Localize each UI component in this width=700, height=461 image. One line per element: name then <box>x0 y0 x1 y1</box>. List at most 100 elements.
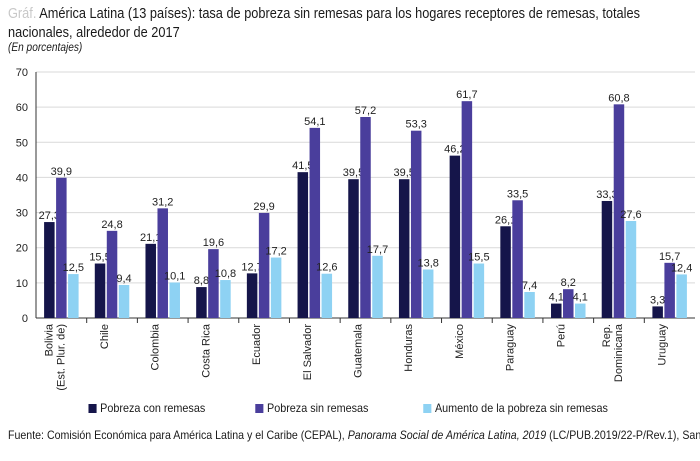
bar-pobreza-con-remesas <box>44 222 55 318</box>
data-label: 27,6 <box>620 209 641 221</box>
data-label: 10,1 <box>164 271 185 283</box>
bar-pobreza-con-remesas <box>196 287 207 318</box>
data-label: 39,5 <box>393 167 414 179</box>
bar-pobreza-con-remesas <box>246 273 258 318</box>
bar-pobreza-sin-remesas <box>106 230 118 318</box>
bar-aumento-de-la-pobreza-sin-remesas <box>524 291 535 318</box>
bar-pobreza-con-remesas <box>500 226 511 318</box>
x-tick-label: Bolivia(Est. Plur. de) <box>43 323 67 391</box>
chart-number: Gráf. <box>8 6 37 22</box>
source-prefix: Fuente: Comisión Económica para América … <box>8 428 348 442</box>
x-tick-label-line: Costa Rica <box>200 323 212 378</box>
x-tick-label-line: Uruguay <box>657 324 669 366</box>
data-label: 8,2 <box>561 277 576 289</box>
chart-subtitle: (En porcentajes) <box>8 42 83 54</box>
data-label: 57,2 <box>355 105 376 117</box>
y-tick-label: 70 <box>16 67 28 79</box>
data-label: 27,3 <box>39 210 60 222</box>
x-tick-label: Colombia <box>150 323 162 370</box>
bar-aumento-de-la-pobreza-sin-remesas <box>68 274 79 318</box>
legend-item: Aumento de la pobreza sin remesas <box>423 401 608 415</box>
chart-title: Gráf. América Latina (13 países): tasa d… <box>8 5 694 43</box>
legend-swatch <box>255 403 264 413</box>
bar-pobreza-sin-remesas <box>664 262 675 318</box>
x-tick-label: Ecuador <box>251 324 263 365</box>
x-tick-label-line: Ecuador <box>251 324 263 365</box>
bar-pobreza-sin-remesas <box>360 116 371 319</box>
x-tick-label: Perú <box>555 324 567 347</box>
data-label: 12,7 <box>241 261 262 273</box>
bar-pobreza-sin-remesas <box>613 104 625 319</box>
data-label: 46,2 <box>444 144 465 156</box>
bar-pobreza-sin-remesas <box>410 130 422 318</box>
x-tick-label-line: El Salvador <box>302 324 314 381</box>
data-label: 15,5 <box>89 252 110 264</box>
bar-aumento-de-la-pobreza-sin-remesas <box>575 303 586 318</box>
bar-aumento-de-la-pobreza-sin-remesas <box>220 280 231 318</box>
bar-aumento-de-la-pobreza-sin-remesas <box>372 255 383 318</box>
bar-aumento-de-la-pobreza-sin-remesas <box>118 284 130 318</box>
data-label: 33,3 <box>596 189 617 201</box>
data-label: 7,4 <box>522 280 537 292</box>
x-tick-label-line: Rep. <box>601 324 613 347</box>
y-tick-label: 40 <box>16 172 28 184</box>
data-label: 21,1 <box>140 232 161 244</box>
bar-pobreza-sin-remesas <box>208 249 219 318</box>
legend-swatch <box>423 403 432 413</box>
x-tick-label-line: Chile <box>99 324 111 349</box>
y-tick-label: 50 <box>16 137 28 149</box>
data-label: 17,7 <box>367 244 388 256</box>
data-label: 13,8 <box>417 258 438 270</box>
data-label: 24,8 <box>101 219 122 231</box>
legend-label: Pobreza sin remesas <box>267 401 369 415</box>
x-tick-label-line: Bolivia <box>43 323 55 356</box>
data-label: 29,9 <box>253 201 274 213</box>
y-tick-label: 0 <box>22 313 28 325</box>
x-tick-label: Rep.Dominicana <box>601 323 625 382</box>
legend-label: Pobreza con remesas <box>99 401 205 415</box>
y-tick-label: 30 <box>16 208 28 220</box>
x-tick-label: México <box>454 324 466 359</box>
data-label: 12,5 <box>63 262 84 274</box>
source-title: Panorama Social de América Latina, 2019 <box>347 428 547 442</box>
x-tick-label-line: Colombia <box>150 323 162 370</box>
bar-pobreza-con-remesas <box>94 263 106 318</box>
bar-pobreza-sin-remesas <box>309 127 321 319</box>
legend-item: Pobreza con remesas <box>88 401 205 415</box>
data-label: 17,2 <box>265 246 286 258</box>
source-note: Fuente: Comisión Económica para América … <box>8 428 700 442</box>
x-tick-label-line: México <box>454 324 466 359</box>
data-label: 31,2 <box>152 196 173 208</box>
data-label: 15,7 <box>659 251 680 263</box>
data-label: 54,1 <box>304 116 325 128</box>
data-label: 10,8 <box>215 268 236 280</box>
y-tick-label: 60 <box>16 102 28 114</box>
x-tick-label: Uruguay <box>657 324 669 366</box>
bar-pobreza-con-remesas <box>297 172 309 318</box>
bar-pobreza-con-remesas <box>145 243 156 318</box>
data-label: 9,4 <box>116 273 131 285</box>
legend-swatch <box>88 403 97 413</box>
x-tick-label-line: Paraguay <box>505 324 517 372</box>
x-tick-label-line: (Est. Plur. de) <box>55 324 67 391</box>
x-tick-label: Guatemala <box>353 323 365 378</box>
bar-aumento-de-la-pobreza-sin-remesas <box>422 269 434 318</box>
data-label: 3,3 <box>650 294 665 306</box>
bar-aumento-de-la-pobreza-sin-remesas <box>321 273 333 318</box>
data-label: 12,4 <box>671 262 692 274</box>
bar-aumento-de-la-pobreza-sin-remesas <box>625 221 637 318</box>
y-tick-label: 10 <box>16 278 28 290</box>
bar-pobreza-con-remesas <box>551 303 562 318</box>
x-tick-label: Honduras <box>403 324 415 372</box>
bar-pobreza-sin-remesas <box>461 101 473 318</box>
legend-item: Pobreza sin remesas <box>255 401 369 415</box>
bar-pobreza-sin-remesas <box>563 289 574 318</box>
data-label: 15,5 <box>468 252 489 264</box>
bar-aumento-de-la-pobreza-sin-remesas <box>169 282 180 318</box>
legend-label: Aumento de la pobreza sin remesas <box>435 401 609 415</box>
x-tick-label-line: Perú <box>555 324 567 347</box>
chart-title-text: América Latina (13 países): tasa de pobr… <box>8 6 640 41</box>
x-tick-label: Paraguay <box>505 324 517 372</box>
bar-pobreza-sin-remesas <box>258 212 270 318</box>
data-label: 26,1 <box>495 214 516 226</box>
